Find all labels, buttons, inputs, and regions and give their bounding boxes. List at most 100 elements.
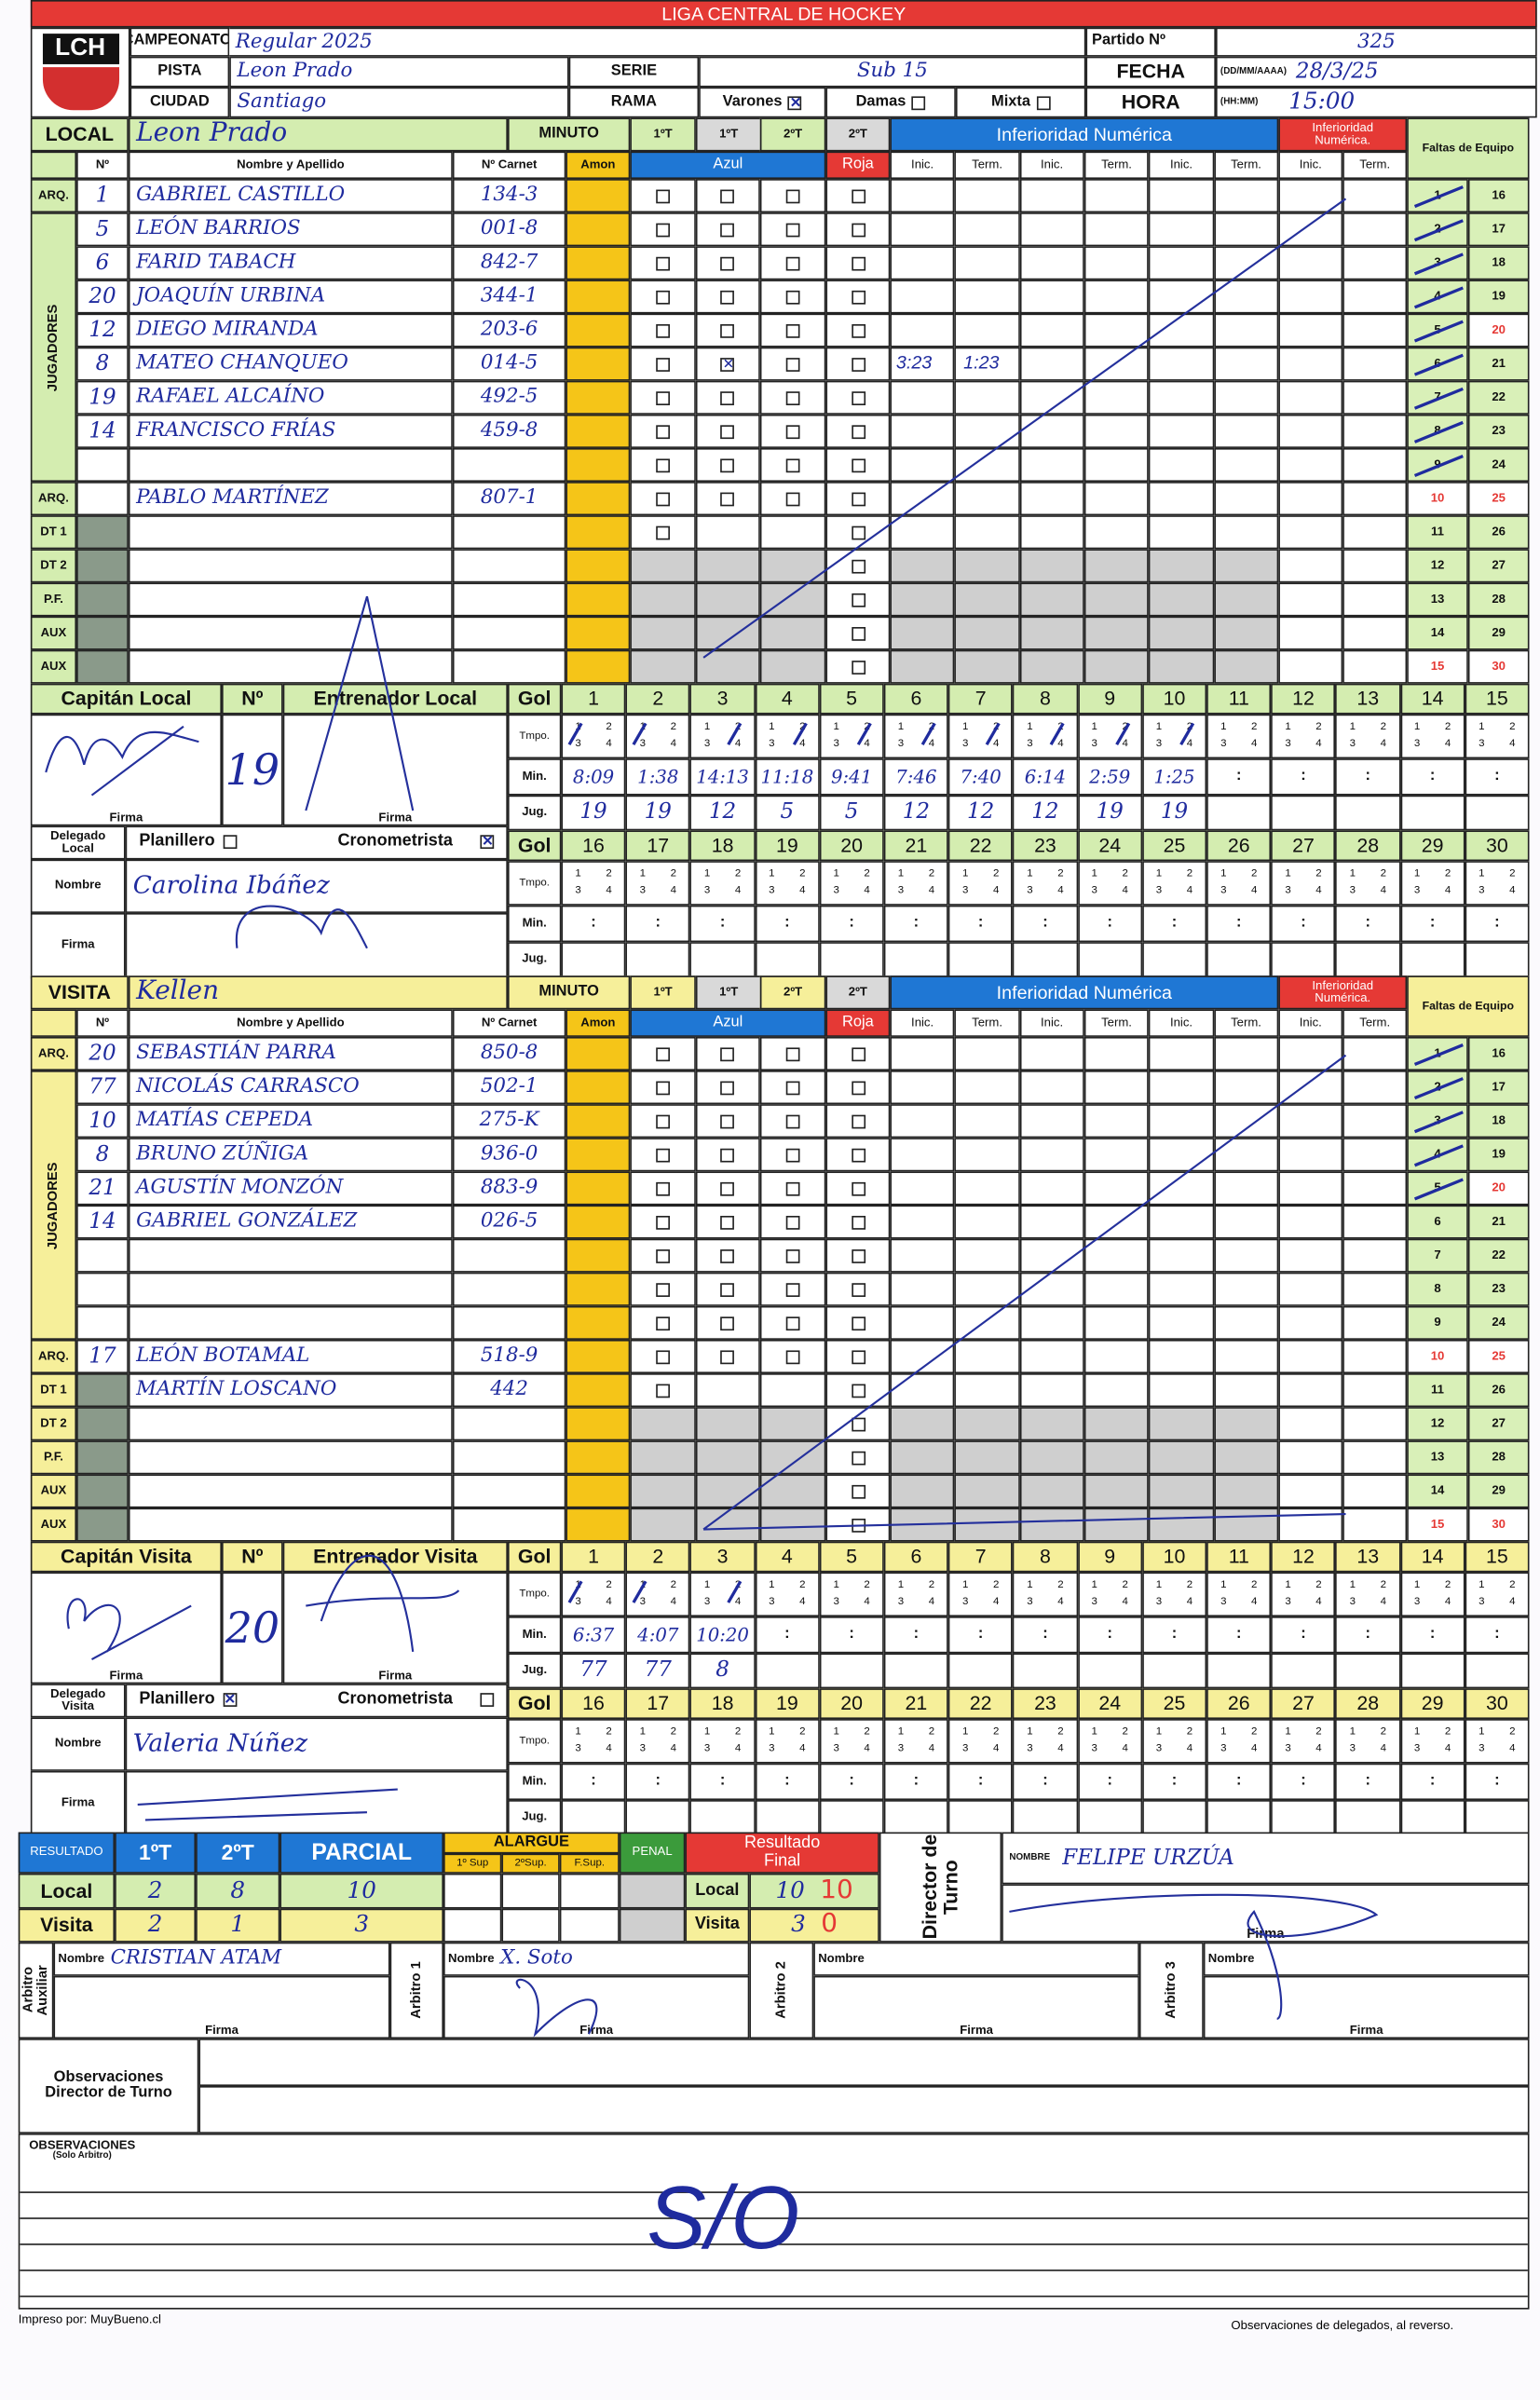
goal-player[interactable]	[755, 1653, 820, 1689]
player-name[interactable]	[128, 1407, 453, 1441]
inferioridad-cell[interactable]	[1019, 1036, 1084, 1071]
amon-cell[interactable]	[566, 414, 631, 448]
inferioridad-cell[interactable]	[1149, 1507, 1214, 1542]
falta-cell[interactable]: 14	[1407, 616, 1468, 650]
inferioridad-cell[interactable]	[1342, 616, 1408, 650]
player-number[interactable]: 8	[76, 1138, 129, 1172]
goal-minute[interactable]: :	[883, 1616, 949, 1654]
goal-player[interactable]	[1399, 795, 1465, 831]
azul-checkbox[interactable]	[785, 290, 800, 304]
amon-cell[interactable]	[566, 1339, 631, 1374]
inferioridad-cell[interactable]	[1083, 347, 1150, 381]
falta-cell[interactable]: 10	[1407, 1339, 1468, 1374]
amon-cell[interactable]	[566, 582, 631, 617]
goal-minute[interactable]: :	[561, 905, 626, 943]
inferioridad-cell[interactable]	[890, 482, 955, 516]
inferioridad-cell[interactable]	[890, 380, 955, 415]
arbitro-nombre-field[interactable]: Nombre	[1203, 1942, 1530, 1976]
pista-field[interactable]: Leon Prado	[229, 56, 569, 88]
inferioridad-cell[interactable]	[1342, 649, 1408, 684]
goal-minute[interactable]: :	[1399, 758, 1465, 796]
inferioridad-cell[interactable]	[954, 1171, 1020, 1206]
inferioridad-cell[interactable]	[954, 1238, 1020, 1273]
azul-checkbox[interactable]	[785, 1147, 800, 1162]
falta-cell[interactable]: 25	[1467, 482, 1530, 516]
inferioridad-cell[interactable]	[1278, 616, 1343, 650]
falta-cell[interactable]: 21	[1467, 347, 1530, 381]
falta-cell[interactable]: 4	[1407, 1138, 1468, 1172]
player-carnet[interactable]	[452, 649, 566, 684]
goal-player[interactable]	[1399, 1653, 1465, 1689]
inferioridad-cell[interactable]	[954, 380, 1020, 415]
azul-checkbox[interactable]	[785, 255, 800, 270]
player-carnet[interactable]	[452, 1440, 566, 1475]
player-name[interactable]: LEÓN BOTAMAL	[128, 1339, 453, 1374]
player-name[interactable]: JOAQUÍN URBINA	[128, 280, 453, 314]
inferioridad-cell[interactable]	[1213, 482, 1279, 516]
falta-cell[interactable]: 23	[1467, 1272, 1530, 1306]
player-number[interactable]	[76, 549, 129, 583]
goal-minute[interactable]: :	[689, 1763, 756, 1801]
inferioridad-cell[interactable]	[1342, 212, 1408, 247]
goal-player[interactable]	[883, 1800, 949, 1835]
azul-checkbox[interactable]	[655, 390, 670, 405]
arbitro-signature-box[interactable]: Firma	[53, 1975, 390, 2039]
amon-cell[interactable]	[566, 1104, 631, 1139]
inferioridad-cell[interactable]	[890, 549, 955, 583]
azul-checkbox[interactable]	[785, 1181, 800, 1195]
roja-checkbox[interactable]	[851, 491, 865, 506]
falta-cell[interactable]: 17	[1467, 212, 1530, 247]
inferioridad-cell[interactable]	[1019, 1407, 1084, 1441]
inferioridad-cell[interactable]	[1342, 347, 1408, 381]
azul-checkbox[interactable]	[655, 525, 670, 539]
inferioridad-cell[interactable]	[1342, 414, 1408, 448]
planillero-checkbox[interactable]	[222, 836, 237, 850]
azul-checkbox[interactable]	[655, 255, 670, 270]
inferioridad-cell[interactable]	[1019, 179, 1084, 213]
amon-cell[interactable]	[566, 313, 631, 348]
inferioridad-cell[interactable]	[1213, 347, 1279, 381]
sup-score[interactable]	[559, 1873, 620, 1909]
azul-checkbox[interactable]	[720, 424, 735, 439]
inferioridad-cell[interactable]	[1278, 1238, 1343, 1273]
inferioridad-cell[interactable]	[1083, 1238, 1150, 1273]
inferioridad-cell[interactable]	[890, 212, 955, 247]
azul-checkbox[interactable]	[720, 457, 735, 472]
roja-checkbox[interactable]	[851, 323, 865, 337]
visita-team-name[interactable]: Kellen	[128, 975, 508, 1010]
inferioridad-cell[interactable]	[1083, 649, 1150, 684]
amon-cell[interactable]	[566, 212, 631, 247]
goal-minute[interactable]: :	[1141, 1763, 1207, 1801]
falta-cell[interactable]: 15	[1407, 649, 1468, 684]
falta-cell[interactable]: 29	[1467, 1474, 1530, 1508]
inferioridad-cell[interactable]	[890, 1238, 955, 1273]
amon-cell[interactable]	[566, 1440, 631, 1475]
inferioridad-cell[interactable]	[1083, 1138, 1150, 1172]
inferioridad-cell[interactable]	[1149, 1036, 1214, 1071]
goal-minute[interactable]: :	[625, 1763, 690, 1801]
inferioridad-cell[interactable]	[1278, 347, 1343, 381]
inferioridad-cell[interactable]	[1019, 482, 1084, 516]
inferioridad-cell[interactable]	[1213, 1104, 1279, 1139]
falta-cell[interactable]: 24	[1467, 1305, 1530, 1340]
goal-minute[interactable]: :	[883, 905, 949, 943]
inferioridad-cell[interactable]	[1213, 1272, 1279, 1306]
goal-minute[interactable]: :	[1271, 758, 1336, 796]
inferioridad-cell[interactable]	[954, 582, 1020, 617]
player-number[interactable]: 21	[76, 1171, 129, 1206]
player-number[interactable]	[76, 649, 129, 684]
player-carnet[interactable]	[452, 1474, 566, 1508]
azul-checkbox[interactable]	[655, 222, 670, 237]
amon-cell[interactable]	[566, 616, 631, 650]
goal-player[interactable]	[883, 1653, 949, 1689]
local-t1-score[interactable]: 2	[115, 1873, 197, 1909]
inferioridad-cell[interactable]	[890, 447, 955, 483]
goal-player[interactable]	[755, 942, 820, 977]
inferioridad-cell[interactable]	[1149, 1407, 1214, 1441]
